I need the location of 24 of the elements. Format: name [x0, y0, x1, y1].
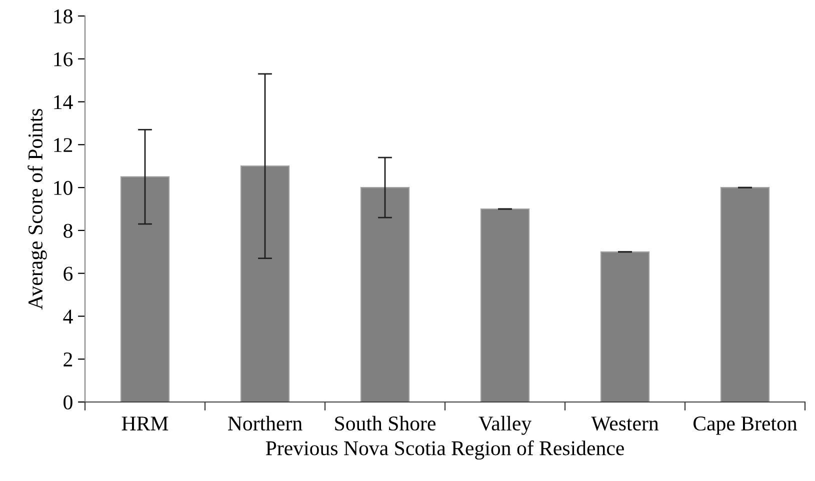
x-axis-title: Previous Nova Scotia Region of Residence: [266, 440, 624, 460]
y-tick-label: 14: [54, 95, 73, 110]
x-tick-label: Western: [591, 416, 659, 431]
x-tick-label: South Shore: [335, 416, 436, 431]
bar: [120, 176, 170, 402]
y-tick-label: 16: [54, 52, 73, 66]
y-tick-label: 4: [63, 310, 73, 324]
y-tick-label: 8: [64, 224, 72, 238]
x-tick-label: Valley: [478, 416, 532, 435]
y-tick-label: 10: [54, 180, 72, 195]
bar: [480, 208, 530, 402]
y-tick-label: 0: [64, 395, 72, 410]
bar: [360, 187, 410, 402]
y-tick-label: 18: [54, 9, 72, 24]
y-tick-label: 6: [64, 266, 73, 281]
y-tick-label: 12: [54, 138, 72, 152]
y-tick-label: 2: [64, 352, 72, 366]
bar: [720, 187, 770, 402]
x-tick-label: Northern: [228, 416, 302, 431]
bar: [600, 251, 650, 402]
y-axis-title: Average Score of Points: [28, 108, 47, 310]
x-tick-label: Cape Breton: [693, 416, 798, 435]
x-tick-label: HRM: [122, 416, 168, 430]
bar: [240, 166, 290, 402]
